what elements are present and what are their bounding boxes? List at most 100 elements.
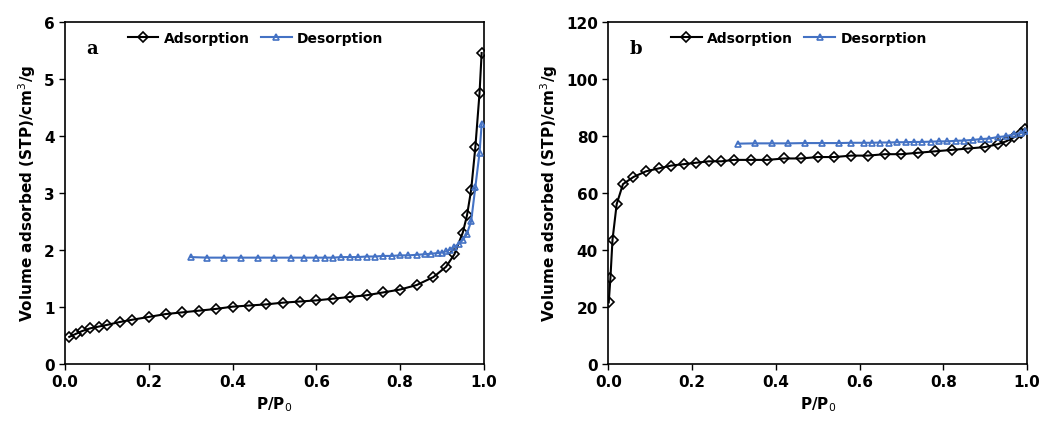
Adsorption	[1000, 139, 1013, 144]
Adsorption	[143, 315, 155, 320]
Adsorption	[327, 296, 339, 301]
Adsorption	[344, 295, 356, 300]
Adsorption	[703, 160, 716, 165]
Adsorption	[260, 302, 273, 307]
Desorption	[386, 254, 398, 259]
Desorption	[816, 141, 829, 146]
Desorption	[327, 255, 339, 261]
Desorption	[284, 255, 297, 261]
Desorption	[425, 252, 438, 257]
Desorption	[916, 140, 929, 145]
Y-axis label: Volume adsorbed (STP)/cm$^3$/g: Volume adsorbed (STP)/cm$^3$/g	[17, 65, 38, 322]
Desorption	[184, 255, 197, 260]
Adsorption	[845, 154, 857, 159]
Adsorption	[912, 151, 925, 156]
Adsorption	[243, 303, 256, 308]
Desorption	[941, 139, 953, 144]
Desorption	[318, 255, 331, 261]
Adsorption	[616, 182, 629, 187]
Desorption	[748, 141, 761, 147]
Desorption	[461, 232, 474, 237]
Desorption	[924, 140, 937, 145]
Adsorption	[928, 149, 941, 154]
Adsorption	[678, 162, 690, 167]
Adsorption	[778, 157, 791, 162]
Adsorption	[113, 320, 126, 325]
Adsorption	[440, 264, 452, 270]
Desorption	[469, 185, 482, 190]
Adsorption	[209, 307, 222, 312]
Desorption	[900, 140, 912, 145]
Desorption	[782, 141, 795, 147]
Desorption	[1008, 132, 1021, 138]
Line: Desorption: Desorption	[187, 122, 485, 261]
Adsorption	[69, 332, 81, 337]
X-axis label: P/P$_0$: P/P$_0$	[256, 395, 293, 413]
Adsorption	[945, 148, 958, 153]
Adsorption	[393, 287, 406, 292]
Desorption	[857, 141, 870, 146]
Desorption	[360, 254, 373, 259]
Desorption	[201, 255, 214, 261]
Adsorption	[1015, 131, 1027, 136]
Desorption	[235, 255, 247, 261]
Desorption	[991, 135, 1004, 140]
Desorption	[932, 139, 945, 144]
Adsorption	[457, 230, 469, 236]
Adsorption	[427, 275, 440, 280]
Adsorption	[828, 155, 840, 160]
Adsorption	[310, 298, 322, 303]
Adsorption	[878, 152, 891, 157]
Adsorption	[1008, 135, 1021, 140]
Desorption	[1015, 131, 1027, 136]
Adsorption	[84, 326, 96, 331]
Desorption	[891, 140, 904, 145]
Adsorption	[604, 276, 616, 281]
Adsorption	[812, 155, 824, 160]
Desorption	[874, 141, 887, 146]
Desorption	[393, 253, 406, 258]
Desorption	[975, 137, 987, 142]
Legend: Adsorption, Desorption: Adsorption, Desorption	[666, 26, 932, 51]
Line: Adsorption: Adsorption	[66, 50, 485, 341]
Adsorption	[377, 290, 390, 295]
Desorption	[457, 238, 469, 243]
Desorption	[402, 253, 414, 258]
Desorption	[218, 255, 230, 261]
Adsorption	[690, 161, 703, 166]
Desorption	[297, 255, 310, 261]
Adsorption	[639, 169, 652, 175]
Desorption	[832, 141, 845, 146]
Desorption	[344, 255, 356, 260]
Adsorption	[652, 166, 665, 172]
Desorption	[866, 141, 878, 146]
Adsorption	[602, 300, 615, 305]
Adsorption	[277, 301, 290, 306]
Desorption	[983, 137, 996, 142]
Y-axis label: Volume adsorbed (STP)/cm$^3$/g: Volume adsorbed (STP)/cm$^3$/g	[539, 65, 560, 322]
Adsorption	[474, 91, 486, 96]
Desorption	[377, 254, 390, 259]
Desorption	[966, 138, 979, 143]
Desorption	[908, 140, 921, 145]
Desorption	[335, 255, 348, 260]
Desorption	[431, 251, 444, 256]
Adsorption	[226, 304, 239, 310]
Adsorption	[293, 299, 305, 304]
Adsorption	[100, 322, 113, 328]
Adsorption	[469, 145, 482, 150]
Adsorption	[410, 283, 423, 288]
Adsorption	[1019, 127, 1032, 132]
Desorption	[435, 250, 448, 255]
Desorption	[799, 141, 812, 146]
Text: a: a	[86, 40, 97, 58]
X-axis label: P/P$_0$: P/P$_0$	[799, 395, 836, 413]
Desorption	[448, 245, 461, 250]
Adsorption	[979, 145, 991, 150]
Text: b: b	[629, 40, 642, 58]
Adsorption	[627, 175, 639, 180]
Desorption	[369, 254, 382, 259]
Adsorption	[175, 310, 188, 315]
Adsorption	[795, 157, 808, 162]
Adsorption	[461, 213, 474, 218]
